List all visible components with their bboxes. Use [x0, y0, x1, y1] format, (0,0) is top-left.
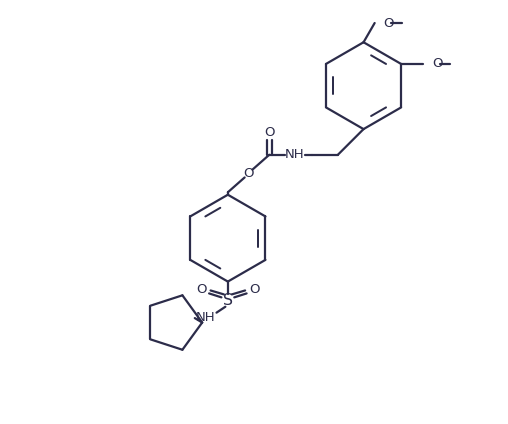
Text: O: O	[432, 58, 443, 70]
Text: O: O	[384, 17, 394, 30]
Text: O: O	[264, 126, 274, 139]
Text: O: O	[249, 283, 260, 296]
Text: S: S	[223, 293, 233, 308]
Text: NH: NH	[196, 311, 215, 324]
Text: O: O	[196, 283, 206, 296]
Text: NH: NH	[285, 148, 305, 161]
Text: O: O	[243, 167, 254, 180]
